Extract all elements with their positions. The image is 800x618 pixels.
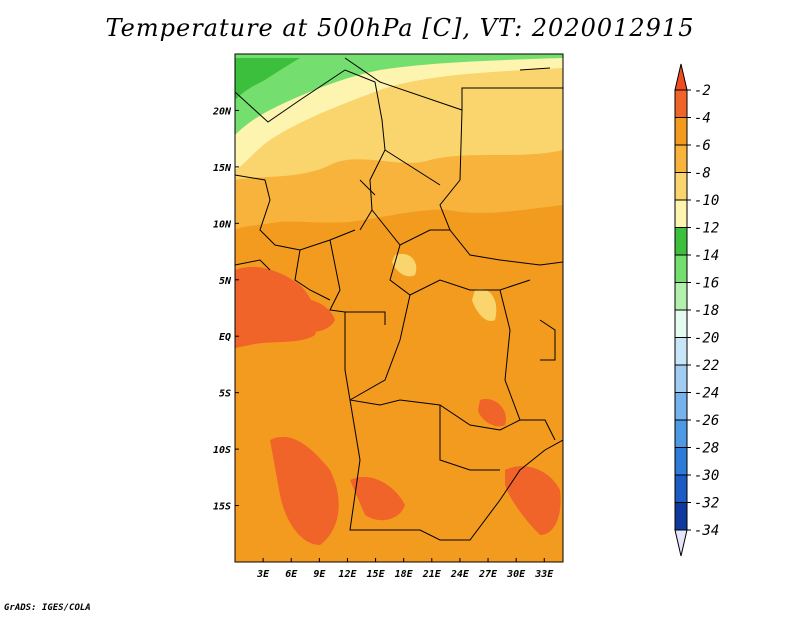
colorbar-swatch [674,117,688,146]
colorbar-label: -26 [694,413,719,429]
lat-tick-label: 20N [212,106,232,117]
field-band-green [235,58,300,100]
colorbar-swatch [674,144,688,173]
colorbar-label: -8 [694,166,711,182]
colorbar-label: -32 [694,496,719,512]
temperature-field [235,54,563,562]
chart-title: Temperature at 500hPa [C], VT: 202001291… [105,14,695,42]
colorbar-top-arrow [674,63,688,91]
colorbar-swatch [674,337,688,366]
colorbar-swatch [674,89,688,118]
colorbar-bottom-arrow [674,529,688,557]
field-light-patch [472,289,497,321]
map-frame [234,53,564,563]
field-band-lightgreen [235,54,563,135]
lat-tick-label: 5N [219,276,232,287]
field-warm-southeast [505,466,561,535]
lat-tick-label: EQ [219,332,231,343]
colorbar-swatch [674,309,688,338]
colorbar-swatch [674,172,688,201]
colorbar-swatch [674,282,688,311]
longitude-axis: 3E 6E 9E 12E 15E 18E 21E 24E 27E 30E 33E [256,558,554,580]
colorbar-label: -14 [694,248,719,264]
lon-tick-label: 33E [534,569,554,580]
colorbar-label: -18 [694,303,719,319]
field-warm-southwest [270,436,339,545]
lat-tick-label: 15S [213,502,231,513]
colorbar-label: -10 [694,193,719,209]
country-borders [235,57,563,541]
lon-tick-label: 21E [422,569,442,580]
colorbar-label: -22 [694,358,719,374]
colorbar-label: -34 [694,523,719,539]
lon-tick-label: 15E [367,569,386,580]
colorbar-swatch [674,227,688,256]
field-warm-central [290,298,335,332]
field-warm-west [235,266,317,348]
footer-credit: GrADS: IGES/COLA [4,603,91,613]
colorbar-label: -20 [694,331,719,347]
colorbar-swatch [674,199,688,228]
field-warm-south [350,476,405,521]
colorbar-label: -28 [694,441,719,457]
colorbar-label: -2 [694,83,711,99]
lon-tick-label: 30E [506,569,526,580]
lat-tick-label: 15N [213,163,232,174]
colorbar-swatch [674,419,688,448]
field-light-patch-2 [392,253,417,277]
lon-tick-label: 3E [256,569,270,580]
lon-tick-label: 12E [338,569,357,580]
lon-tick-label: 6E [285,569,298,580]
colorbar-label: -6 [694,138,711,154]
latitude-axis: 20N 15N 10N 5N EQ 5S 10S 15S [212,106,239,513]
lat-tick-label: 10S [213,445,231,456]
colorbar-swatch [674,392,688,421]
colorbar-label: -12 [694,221,719,237]
field-warm-east [478,399,506,427]
colorbar-swatch [674,447,688,476]
colorbar-swatch [674,502,688,531]
lon-tick-label: 24E [450,569,470,580]
lat-tick-label: 10N [213,219,232,230]
field-band-light [235,155,563,228]
colorbar-label: -16 [694,276,719,292]
lon-tick-label: 9E [313,569,326,580]
colorbar-swatch [674,474,688,503]
colorbar-label: -4 [694,111,711,127]
lon-tick-label: 27E [478,569,498,580]
colorbar-label: -30 [694,468,719,484]
colorbar-swatch [674,364,688,393]
lat-tick-label: 5S [219,389,231,400]
colorbar: -2 -4 -6 -8 -10 -12 -14 -16 -18 -20 -22 -24 -26 -28 -3… [674,63,719,557]
colorbar-label: -24 [694,386,719,402]
lon-tick-label: 18E [395,569,414,580]
colorbar-swatch [674,254,688,283]
